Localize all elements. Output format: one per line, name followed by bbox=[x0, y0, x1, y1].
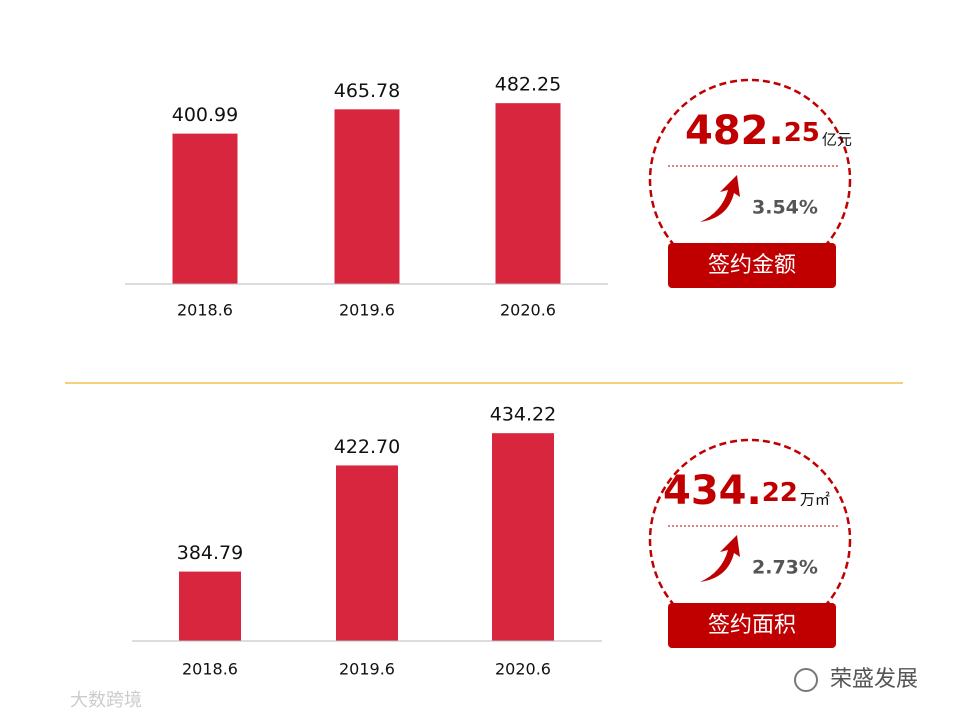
bar bbox=[492, 433, 554, 641]
card-value: 434.22 bbox=[663, 468, 798, 514]
bar bbox=[172, 133, 238, 284]
watermark-right: 荣盛发展 bbox=[830, 667, 918, 692]
card-unit: 万㎡ bbox=[800, 491, 830, 509]
value-label: 465.78 bbox=[334, 80, 400, 102]
x-tick-label: 2020.6 bbox=[495, 660, 551, 679]
value-label: 422.70 bbox=[334, 436, 400, 458]
wechat-icon bbox=[794, 668, 818, 692]
card-unit: 亿元 bbox=[822, 131, 852, 149]
value-label: 384.79 bbox=[177, 542, 243, 564]
card-value: 482.25 bbox=[685, 108, 820, 154]
card-value-int: 482. bbox=[685, 108, 784, 154]
x-tick-label: 2018.6 bbox=[182, 660, 238, 679]
card-value-int: 434. bbox=[663, 468, 762, 514]
growth-arrow bbox=[700, 175, 740, 222]
card-growth: 2.73% bbox=[752, 557, 818, 579]
bar bbox=[336, 465, 398, 641]
card-value-dec: 22 bbox=[762, 478, 798, 508]
bar bbox=[495, 103, 561, 284]
x-tick-label: 2019.6 bbox=[339, 301, 395, 320]
value-label: 434.22 bbox=[490, 404, 556, 426]
card-label: 签约面积 bbox=[708, 613, 796, 638]
bar bbox=[179, 571, 241, 641]
card-label-box bbox=[668, 603, 836, 648]
x-tick-label: 2020.6 bbox=[500, 301, 556, 320]
watermark-left: 大数跨境 bbox=[70, 690, 142, 711]
value-label: 482.25 bbox=[495, 74, 561, 96]
card-label-box bbox=[668, 243, 836, 288]
x-tick-label: 2019.6 bbox=[339, 660, 395, 679]
card-growth: 3.54% bbox=[752, 197, 818, 219]
card-label: 签约金额 bbox=[708, 253, 796, 278]
growth-arrow bbox=[700, 535, 740, 582]
bar bbox=[334, 109, 400, 285]
card-value-dec: 25 bbox=[784, 118, 820, 148]
value-label: 400.99 bbox=[172, 104, 238, 126]
x-tick-label: 2018.6 bbox=[177, 301, 233, 320]
